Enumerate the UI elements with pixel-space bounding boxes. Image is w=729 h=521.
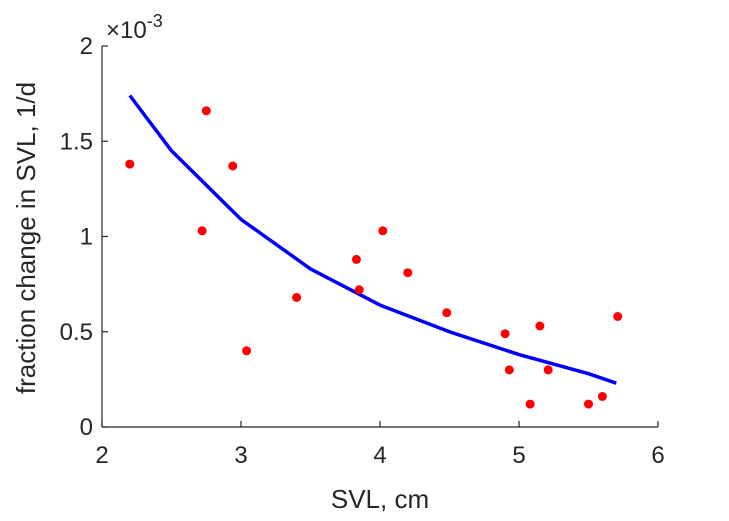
data-point <box>504 365 514 375</box>
plot-area <box>125 94 623 409</box>
data-point <box>535 321 545 331</box>
data-point <box>584 399 593 409</box>
data-point <box>354 285 364 295</box>
x-tick-label: 4 <box>373 442 386 469</box>
data-point <box>201 106 211 116</box>
y-tick-label: 0.5 <box>60 319 93 346</box>
data-point <box>597 392 607 401</box>
y-axis-multiplier: ×10-3 <box>106 11 163 44</box>
data-point <box>378 226 388 236</box>
x-tick-label: 6 <box>651 442 664 469</box>
data-point <box>242 346 252 356</box>
y-tick-label: 1.5 <box>60 128 93 155</box>
y-axis-multiplier-exponent: -3 <box>147 11 163 31</box>
data-point <box>543 365 553 375</box>
y-axis-label: fraction change in SVL, 1/d <box>11 82 41 394</box>
data-point <box>613 312 623 321</box>
x-tick-label: 3 <box>234 442 247 469</box>
data-point <box>197 226 207 236</box>
x-tick-label: 2 <box>95 442 108 469</box>
fit-curve <box>128 94 617 385</box>
data-point <box>442 308 452 318</box>
data-point <box>228 161 238 171</box>
data-point <box>125 159 135 169</box>
data-point <box>525 399 535 409</box>
x-tick-label: 5 <box>512 442 525 469</box>
x-axis-ticks: 2 3 4 5 6 <box>95 421 665 469</box>
y-tick-label: 0 <box>80 414 93 441</box>
y-axis-multiplier-base: ×10 <box>106 17 147 44</box>
data-point <box>292 293 302 302</box>
data-point <box>351 254 361 264</box>
y-tick-label: 1 <box>80 224 93 251</box>
data-point <box>500 329 510 339</box>
y-axis-ticks: 0 0.5 1 1.5 2 <box>60 33 108 441</box>
y-tick-label: 2 <box>80 33 93 60</box>
x-axis-label: SVL, cm <box>331 484 429 514</box>
data-point <box>403 268 413 278</box>
